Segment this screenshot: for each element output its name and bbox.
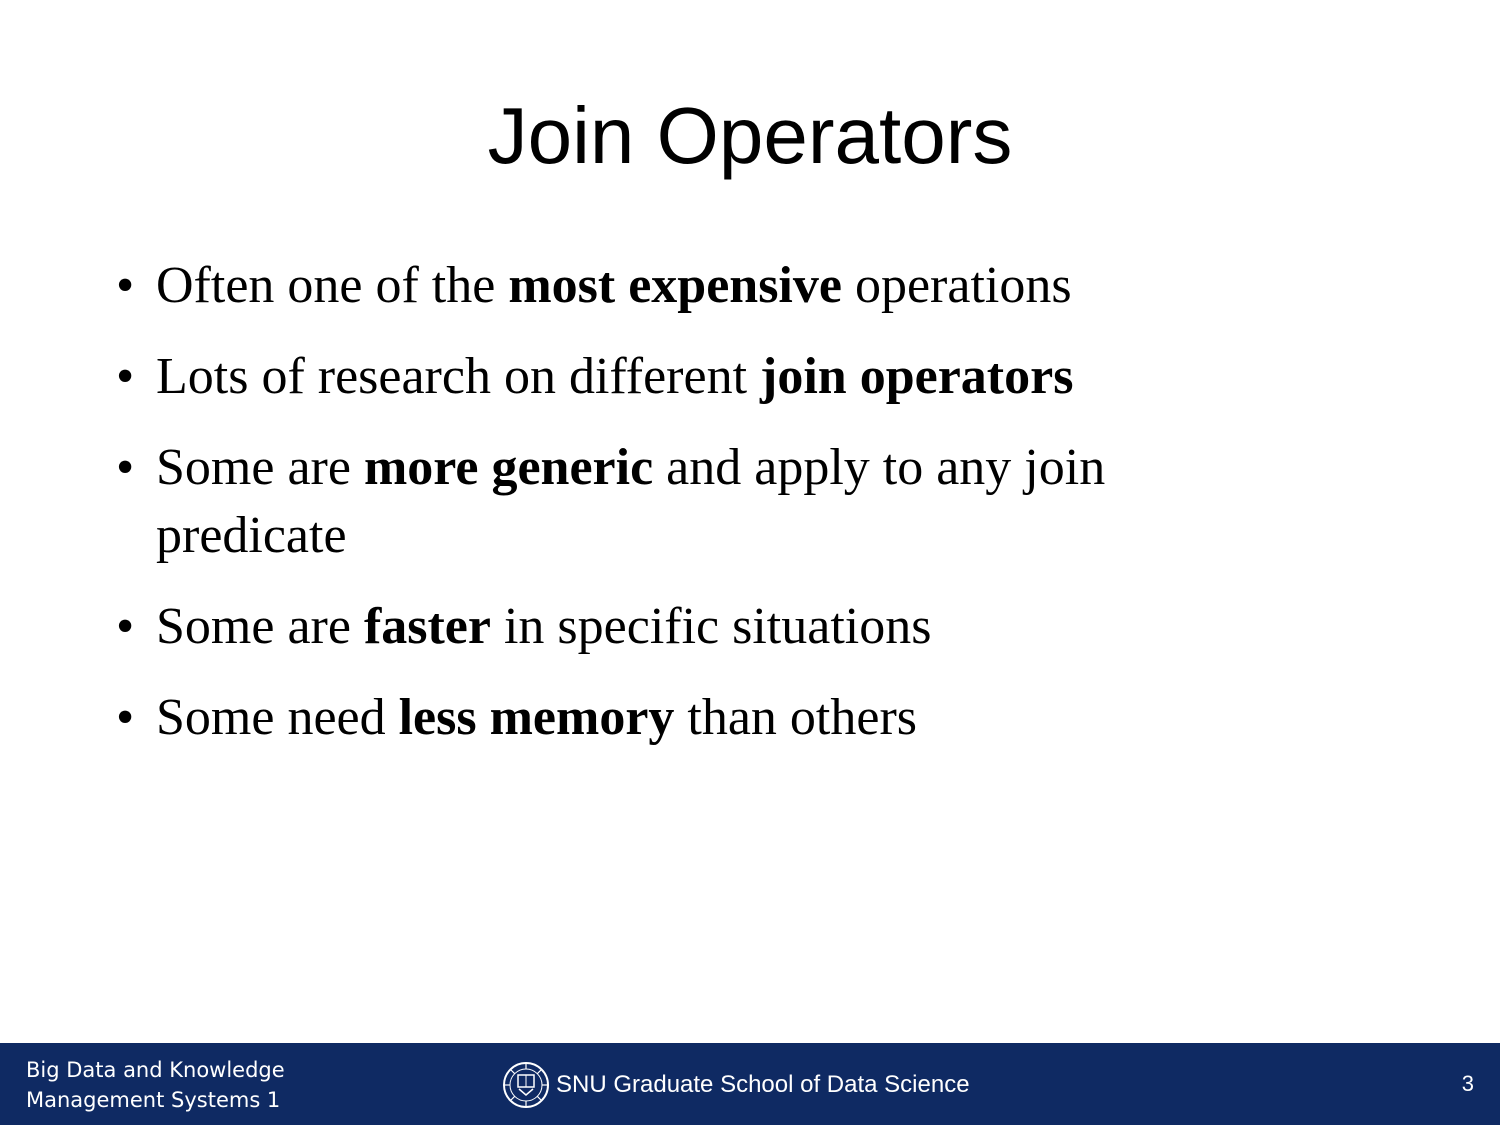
school-name: SNU Graduate School of Data Science [556, 1071, 970, 1098]
bullet-marker: • [116, 439, 135, 496]
bullet-item: • Often one of the most expensive operati… [116, 252, 1276, 320]
course-name: Big Data and Knowledge Management System… [26, 1055, 285, 1115]
bullet-segment: and apply to any join predicate [156, 439, 1106, 564]
bullet-item: • Some are faster in specific situations [116, 593, 1276, 661]
bullet-marker: • [116, 348, 135, 405]
bullet-text: Some need less memory than others [156, 684, 1276, 752]
bullet-segment: Some need [156, 689, 399, 746]
course-name-line1: Big Data and Knowledge [26, 1058, 285, 1082]
bullet-item: • Some are more generic and apply to any … [116, 434, 1276, 570]
bullet-text: Some are faster in specific situations [156, 593, 1276, 661]
bullet-emphasis: faster [363, 598, 491, 655]
bullet-item: • Lots of research on different join oper… [116, 343, 1276, 411]
bullet-marker: • [116, 598, 135, 655]
bullet-segment: than others [674, 689, 918, 746]
bullet-segment: Some are [156, 439, 364, 496]
course-name-line2: Management Systems 1 [26, 1088, 281, 1112]
snu-emblem-icon [503, 1062, 549, 1108]
footer-bar: Big Data and Knowledge Management System… [0, 1043, 1500, 1125]
school-branding: SNU Graduate School of Data Science [502, 1061, 970, 1109]
bullet-marker: • [116, 689, 135, 746]
bullet-segment: Lots of research on different [156, 348, 761, 405]
bullet-text: Often one of the most expensive operatio… [156, 252, 1276, 320]
bullet-segment: Some are [156, 598, 364, 655]
bullet-emphasis: join operators [760, 348, 1074, 405]
bullet-emphasis: most expensive [508, 257, 842, 314]
bullet-segment: in specific situations [490, 598, 932, 655]
bullet-segment: operations [841, 257, 1072, 314]
bullet-marker: • [116, 257, 135, 314]
bullet-list: • Often one of the most expensive operati… [116, 252, 1276, 775]
bullet-text: Some are more generic and apply to any j… [156, 434, 1276, 570]
page-number: 3 [1461, 1071, 1474, 1096]
bullet-emphasis: more generic [363, 439, 654, 496]
bullet-segment: Often one of the [156, 257, 509, 314]
slide-title: Join Operators [487, 91, 1013, 180]
bullet-item: • Some need less memory than others [116, 684, 1276, 752]
bullet-emphasis: less memory [398, 689, 675, 746]
bullet-text: Lots of research on different join opera… [156, 343, 1276, 411]
